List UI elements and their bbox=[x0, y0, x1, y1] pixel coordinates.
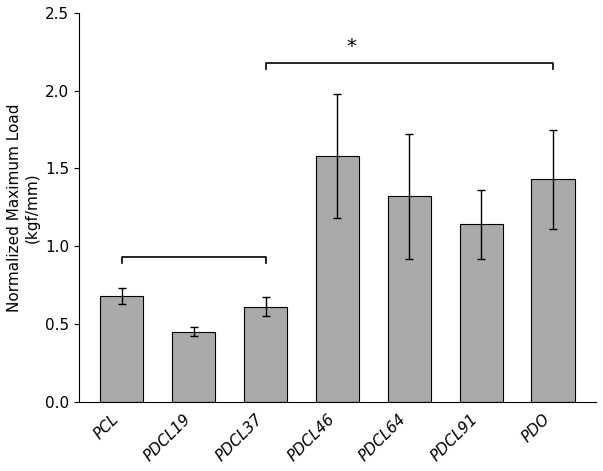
Bar bbox=[172, 332, 215, 402]
Bar bbox=[459, 224, 503, 402]
Bar bbox=[316, 156, 359, 402]
Text: *: * bbox=[347, 38, 357, 57]
Y-axis label: Normalized Maximum Load
(kgf/mm): Normalized Maximum Load (kgf/mm) bbox=[7, 103, 39, 311]
Bar bbox=[244, 307, 287, 402]
Bar bbox=[531, 179, 575, 402]
Bar bbox=[100, 296, 144, 402]
Bar bbox=[388, 196, 431, 402]
